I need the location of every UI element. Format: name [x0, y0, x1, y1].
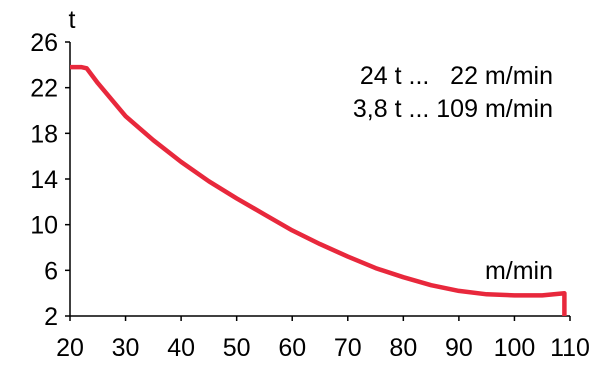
- y-tick-label: 18: [30, 120, 58, 148]
- x-axis-label: m/min: [485, 257, 553, 285]
- y-tick-label: 10: [30, 212, 58, 240]
- y-axis-label: t: [69, 6, 76, 34]
- x-tick-label: 40: [167, 334, 195, 362]
- x-tick-label: 90: [445, 334, 473, 362]
- y-tick-label: 2: [44, 303, 58, 331]
- annotation-line-2: 3,8 t ... 109 m/min: [353, 95, 553, 123]
- series-line: [70, 64, 567, 316]
- x-tick-label: 70: [334, 334, 362, 362]
- y-tick-label: 22: [30, 75, 58, 103]
- x-tick-label: 60: [278, 334, 306, 362]
- y-tick-label: 14: [30, 166, 58, 194]
- x-tick-label: 30: [112, 334, 140, 362]
- x-tick-labels: 20 30 40 50 60 70 80 90 100 110: [56, 316, 590, 362]
- y-tick-label: 6: [44, 257, 58, 285]
- x-tick-label: 20: [56, 334, 84, 362]
- y-tick-label: 26: [30, 29, 58, 57]
- x-tick-label: 110: [550, 334, 590, 362]
- annotation-line-1: 24 t ... 22 m/min: [360, 62, 553, 90]
- x-tick-label: 100: [494, 334, 536, 362]
- series-layer: [70, 64, 567, 316]
- x-tick-label: 80: [389, 334, 417, 362]
- x-tick-label: 50: [223, 334, 251, 362]
